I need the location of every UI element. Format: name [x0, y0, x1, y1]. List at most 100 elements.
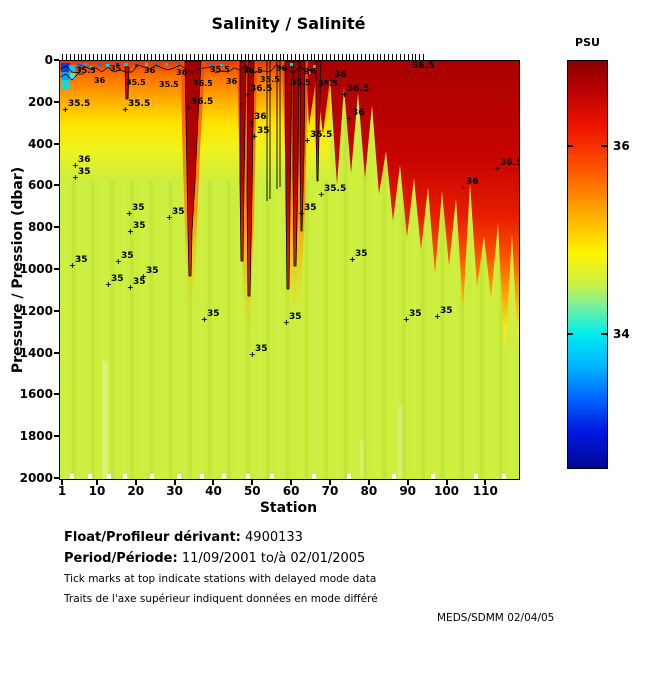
period-value: 11/09/2001 to/à 02/01/2005	[181, 551, 366, 566]
contour-label-marker: +	[244, 90, 251, 99]
delayed-mode-tick	[73, 54, 75, 61]
delayed-mode-tick	[100, 54, 102, 61]
contour-label-marker: +	[62, 105, 69, 114]
x-tick-mark	[61, 480, 63, 485]
contour-label: 35.5	[310, 130, 332, 140]
contour-label: 35	[78, 167, 91, 177]
y-tick-mark	[54, 100, 59, 103]
delayed-mode-tick	[326, 54, 328, 61]
colorbar	[567, 60, 608, 469]
contour-label: 36.5	[500, 158, 519, 168]
delayed-mode-tick	[263, 54, 265, 61]
contour-label: 35.5	[210, 65, 230, 74]
delayed-mode-tick	[116, 54, 118, 61]
contour-label: 35.5	[128, 99, 150, 109]
contour-label-marker: +	[346, 114, 353, 123]
x-tick-mark	[95, 480, 98, 485]
delayed-mode-note-en: Tick marks at top indicate stations with…	[64, 573, 377, 585]
contour-label-marker: +	[127, 227, 134, 236]
colorbar-tick-label: 36	[613, 139, 630, 153]
delayed-mode-tick	[143, 54, 145, 61]
delayed-mode-tick	[135, 54, 137, 61]
delayed-mode-tick	[190, 54, 192, 61]
y-tick-label: 600	[27, 178, 53, 193]
delayed-mode-tick	[298, 54, 300, 61]
contour-label-marker: +	[251, 132, 258, 141]
contour-label: 36.5	[193, 79, 213, 88]
contour-label-marker: +	[69, 261, 76, 270]
contour-label: 36	[176, 68, 188, 77]
x-tick-label: 10	[88, 484, 106, 498]
x-tick-label: 20	[127, 484, 145, 498]
y-tick-mark	[54, 435, 59, 438]
delayed-mode-tick	[112, 54, 114, 61]
period-line: Period/Période: 11/09/2001 to/à 02/01/20…	[64, 551, 365, 566]
delayed-mode-tick	[108, 54, 110, 61]
y-tick-label: 200	[27, 94, 53, 109]
delayed-mode-tick	[357, 54, 359, 61]
x-tick-mark	[290, 480, 293, 485]
contour-columns	[266, 61, 281, 201]
y-tick-mark	[54, 309, 59, 312]
delayed-mode-tick	[139, 54, 141, 61]
contour-label-marker: +	[406, 67, 413, 76]
delayed-mode-tick	[151, 54, 153, 61]
delayed-mode-tick	[275, 54, 277, 61]
contour-label-marker: +	[249, 350, 256, 359]
contour-label-marker: +	[115, 257, 122, 266]
delayed-mode-tick	[104, 54, 106, 61]
contour-label: 36	[94, 76, 106, 85]
y-tick-mark	[54, 59, 59, 61]
delayed-mode-tick	[194, 54, 196, 61]
delayed-mode-tick	[306, 54, 308, 61]
contour-label-marker: +	[201, 315, 208, 324]
contour-label-marker: +	[318, 190, 325, 199]
contour-label: 36.5	[243, 66, 263, 75]
delayed-mode-tick	[128, 54, 130, 61]
contour-label-marker: +	[283, 318, 290, 327]
delayed-mode-tick	[279, 54, 281, 61]
delayed-mode-tick	[368, 54, 370, 61]
delayed-mode-tick	[267, 54, 269, 61]
y-tick-label: 1800	[19, 429, 53, 444]
delayed-mode-tick	[170, 54, 172, 61]
contour-label-marker: +	[185, 103, 192, 112]
x-tick-label: 1	[57, 484, 67, 498]
delayed-mode-tick	[310, 54, 312, 61]
delayed-mode-tick	[384, 54, 386, 61]
colorbar-tick-mark	[567, 333, 573, 335]
delayed-mode-tick	[159, 54, 161, 61]
contour-label: 36	[254, 112, 267, 122]
contour-label-marker: +	[494, 164, 501, 173]
period-label: Period/Période:	[64, 551, 178, 566]
high-salinity-streaks	[124, 61, 322, 331]
contour-label: 35.5	[126, 78, 146, 87]
delayed-mode-tick	[69, 54, 71, 61]
x-tick-label: 90	[399, 484, 417, 498]
contour-label: 36.5	[191, 97, 213, 107]
delayed-mode-tick	[380, 54, 382, 61]
contour-label: 36.5	[347, 84, 369, 94]
delayed-mode-tick	[333, 54, 335, 61]
contour-label-marker: +	[460, 183, 467, 192]
delayed-mode-tick	[345, 54, 347, 61]
delayed-mode-tick	[260, 54, 262, 61]
delayed-mode-tick	[372, 54, 374, 61]
contour-label: 35	[75, 255, 88, 265]
delayed-mode-tick	[178, 54, 180, 61]
credit-stamp: MEDS/SDMM 02/04/05	[437, 612, 555, 624]
y-tick-mark	[54, 184, 59, 187]
delayed-mode-tick	[318, 54, 320, 61]
x-tick-mark	[134, 480, 137, 485]
delayed-mode-tick	[329, 54, 331, 61]
colorbar-tick-label: 34	[613, 327, 630, 341]
delayed-mode-tick	[407, 54, 409, 61]
contour-label-marker: +	[403, 315, 410, 324]
contour-label: 35.5	[68, 99, 90, 109]
contour-label: 35	[111, 274, 124, 284]
x-tick-label: 110	[472, 484, 498, 498]
x-tick-label: 50	[243, 484, 261, 498]
delayed-mode-tick	[283, 54, 285, 61]
x-tick-mark	[251, 480, 254, 485]
delayed-mode-tick	[415, 54, 417, 61]
